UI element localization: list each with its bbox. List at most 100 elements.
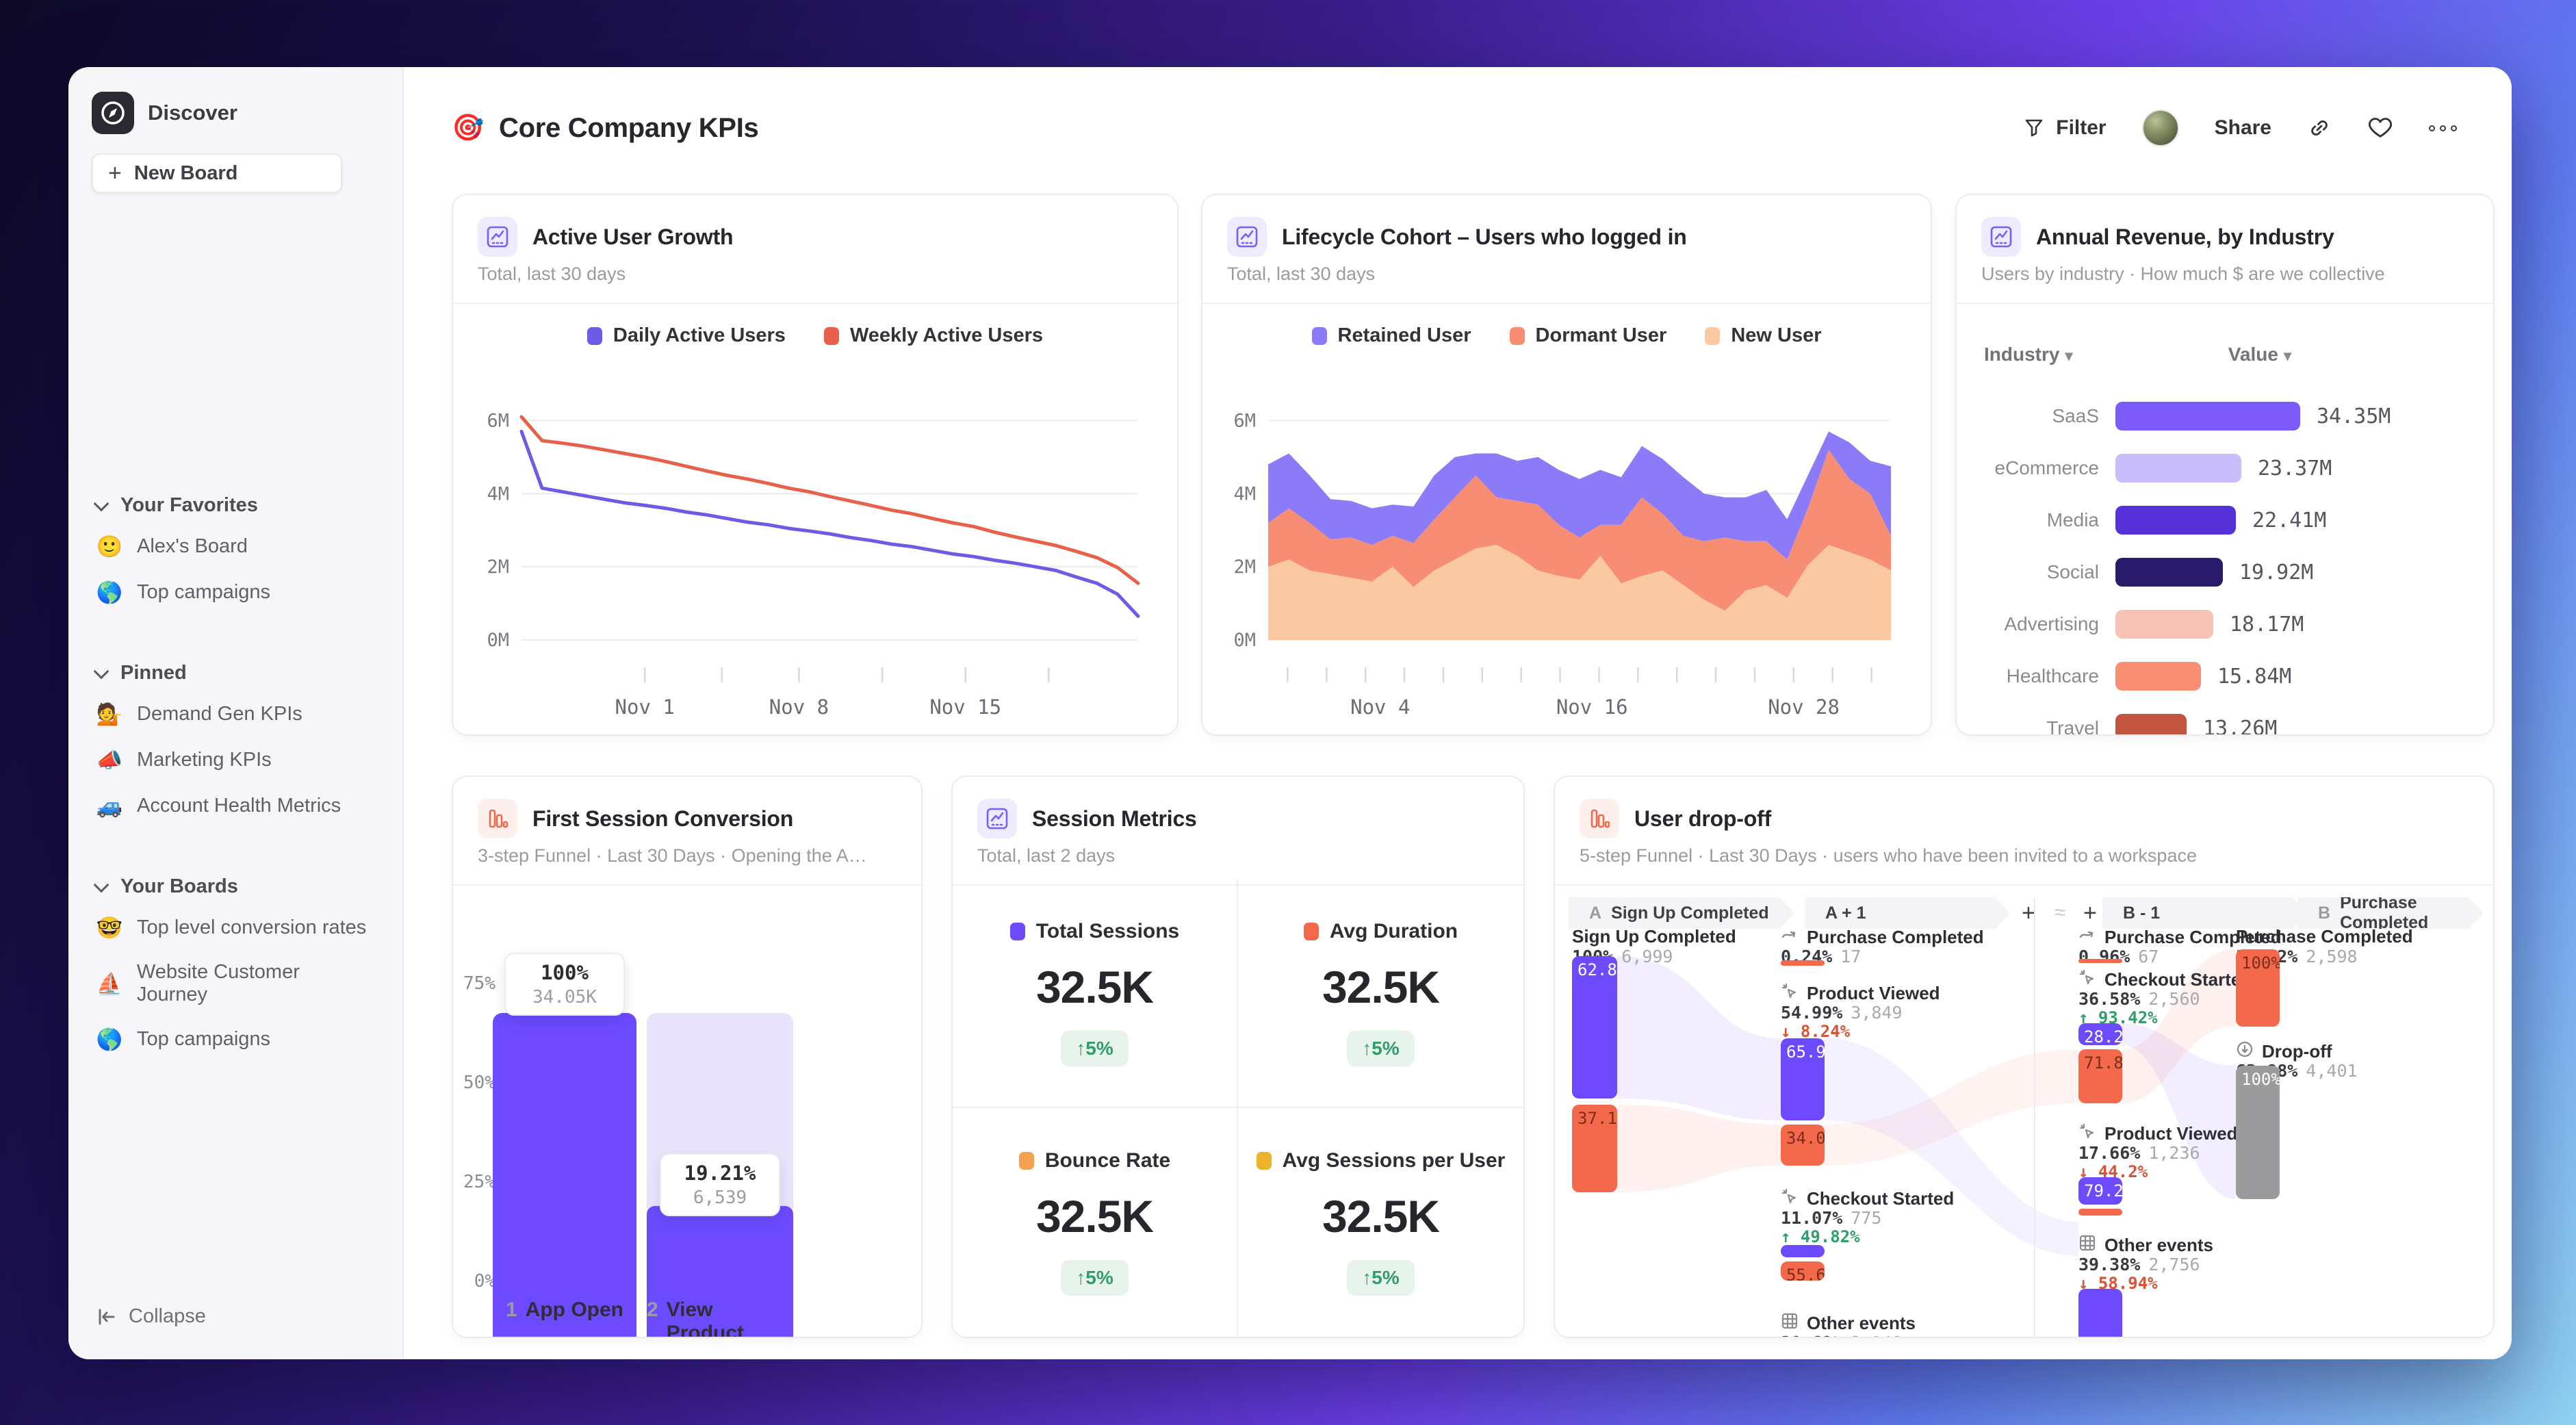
collapse-button[interactable]: Collapse xyxy=(92,1301,379,1332)
card-first-session-conversion: First Session Conversion 3-step Funnel ·… xyxy=(452,775,923,1338)
sankey-bar[interactable]: 28.2% xyxy=(2078,1023,2122,1045)
industry-value: 18.17M xyxy=(2230,612,2304,637)
chevron-down-icon xyxy=(93,496,110,511)
kpi-bounce-rate[interactable]: Bounce Rate 32.5K ↑5% xyxy=(953,1108,1238,1337)
filter-funnel-icon xyxy=(2025,119,2043,137)
legend-item[interactable]: Weekly Active Users xyxy=(823,324,1043,347)
active-user-growth-chart[interactable]: 0M 2M 4M 6M Nov 1 Nov 8 Nov 15 xyxy=(478,394,1155,715)
grid-icon xyxy=(1781,1312,1799,1335)
industry-row-advertising[interactable]: Advertising 18.17M xyxy=(1984,598,2466,650)
section-header-pinned[interactable]: Pinned xyxy=(92,655,379,691)
avatar[interactable] xyxy=(2141,110,2179,146)
chevron-down-icon xyxy=(93,663,110,679)
board-emoji-icon: 🙂 xyxy=(96,535,123,559)
svg-text:4M: 4M xyxy=(487,483,509,504)
sidebar-item-marketing-kpis[interactable]: 📣 Marketing KPIs xyxy=(96,748,272,772)
industry-row-travel[interactable]: Travel 13.26M xyxy=(1984,702,2466,734)
kpi-value: 32.5K xyxy=(1035,962,1154,1012)
value-column-dropdown[interactable]: Value ▾ xyxy=(2228,344,2291,365)
industry-row-social[interactable]: Social 19.92M xyxy=(1984,546,2466,598)
legend-swatch xyxy=(1705,326,1721,345)
sankey-bar[interactable] xyxy=(2078,1209,2122,1216)
sankey-bar[interactable]: 65.94% xyxy=(1781,1038,1825,1120)
svg-text:6M: 6M xyxy=(487,410,509,431)
sankey-bar[interactable] xyxy=(2078,1289,2122,1337)
sidebar-item-top-campaigns[interactable]: 🌎 Top campaigns xyxy=(96,580,271,604)
add-step-button[interactable]: + xyxy=(2083,899,2097,926)
sidebar-item-alex-s-board[interactable]: 🙂 Alex's Board xyxy=(96,535,248,559)
share-button[interactable]: Share xyxy=(2215,116,2271,140)
sankey-node-label: Product Viewed xyxy=(1781,982,1940,1005)
legend-swatch xyxy=(587,326,602,345)
card-title: Session Metrics xyxy=(1032,806,1197,831)
funnel-step-pill[interactable]: A + 1 xyxy=(1805,897,2010,929)
dropoff-sankey-chart[interactable]: Sign Up Completed100%6,99962.88%37.12%Pu… xyxy=(1555,777,2493,1337)
funnel-bar-view-product[interactable] xyxy=(647,1206,793,1337)
add-step-button[interactable]: + xyxy=(2022,899,2035,926)
sankey-bar[interactable]: 79.29% xyxy=(2078,1177,2122,1205)
chevron-down-icon: ▾ xyxy=(2283,347,2291,364)
new-board-label: New Board xyxy=(133,162,238,184)
filter-button[interactable]: Filter xyxy=(2023,116,2107,140)
sankey-bar[interactable]: 100% xyxy=(2236,949,2280,1027)
sidebar-item-top-campaigns[interactable]: 🌎 Top campaigns xyxy=(96,1027,271,1051)
card-annual-revenue: Annual Revenue, by Industry Users by ind… xyxy=(1955,194,2495,736)
legend-item[interactable]: New User xyxy=(1705,324,1821,347)
kpi-avg-duration[interactable]: Avg Duration 32.5K ↑5% xyxy=(1238,880,1523,1108)
sidebar-item-top-level-conversion-rates[interactable]: 🤓 Top level conversion rates xyxy=(96,916,367,940)
svg-text:2M: 2M xyxy=(1233,556,1256,578)
sankey-node-stats: 11.07% 775 xyxy=(1781,1208,1882,1228)
section-header-your-boards[interactable]: Your Boards xyxy=(92,869,379,905)
section-header-your-favorites[interactable]: Your Favorites xyxy=(92,487,379,524)
new-board-button[interactable]: + New Board xyxy=(92,153,342,193)
sidebar-nav: Your Favorites 🙂 Alex's Board 🌎 Top campaign… xyxy=(92,487,379,1102)
funnel-bar-app-open[interactable] xyxy=(493,1013,636,1337)
sidebar-item-demand-gen-kpis[interactable]: 💁 Demand Gen KPIs xyxy=(96,702,302,726)
industry-value: 19.92M xyxy=(2239,560,2314,585)
industry-row-healthcare[interactable]: Healthcare 15.84M xyxy=(1984,650,2466,702)
funnel-value-chip: 19.21% 6,539 xyxy=(660,1153,780,1216)
copy-link-button[interactable] xyxy=(2307,116,2332,140)
sankey-bar[interactable] xyxy=(2078,959,2122,963)
heart-icon xyxy=(2368,118,2393,138)
kpi-grid: Total Sessions 32.5K ↑5% Avg Duration 32.5K ↑… xyxy=(953,880,1523,1337)
kpi-total-sessions[interactable]: Total Sessions 32.5K ↑5% xyxy=(953,880,1238,1108)
sankey-bar[interactable]: 71.8% xyxy=(2078,1049,2122,1103)
svg-text:6M: 6M xyxy=(1233,410,1256,431)
industry-column-dropdown[interactable]: Industry ▾ xyxy=(1984,344,2073,365)
sidebar-item-website-customer-journey[interactable]: ⛵ Website Customer Journey xyxy=(96,961,300,1005)
sidebar-item-account-health-metrics[interactable]: 🚙 Account Health Metrics xyxy=(96,794,342,818)
industry-row-ecommerce[interactable]: eCommerce 23.37M xyxy=(1984,442,2466,494)
sankey-bar[interactable]: 34.06% xyxy=(1781,1125,1825,1166)
sankey-bar[interactable]: 100% xyxy=(2236,1066,2280,1199)
funnel-step-pill[interactable]: A Sign Up Completed xyxy=(1569,897,1794,929)
industry-row-saas[interactable]: SaaS 34.35M xyxy=(1984,390,2466,442)
board-emoji-icon: 🤓 xyxy=(96,916,123,940)
sankey-bar[interactable]: 62.88% xyxy=(1572,956,1617,1099)
funnel-y-tick: 50% xyxy=(463,1073,495,1093)
funnel-y-tick: 75% xyxy=(463,973,495,994)
kpi-avg-sessions-per-user[interactable]: Avg Sessions per User 32.5K ↑5% xyxy=(1238,1108,1523,1337)
kpi-swatch xyxy=(1256,1152,1272,1170)
sankey-node-label: Checkout Started xyxy=(2078,968,2252,991)
industry-value: 23.37M xyxy=(2258,456,2332,480)
legend-item[interactable]: Dormant User xyxy=(1509,324,1666,347)
kpi-swatch xyxy=(1303,923,1319,940)
legend-item[interactable]: Retained User xyxy=(1311,324,1471,347)
plus-icon: + xyxy=(108,160,122,186)
sankey-bar[interactable]: 37.12% xyxy=(1572,1105,1617,1192)
more-options-button[interactable] xyxy=(2429,125,2457,131)
funnel-value-chip: 100% 34.05K xyxy=(504,953,625,1016)
funnel-step-pill[interactable]: B Purchase Completed xyxy=(2297,897,2484,929)
legend-item[interactable]: Daily Active Users xyxy=(587,324,786,347)
sankey-bar[interactable] xyxy=(1781,960,1825,966)
industry-row-media[interactable]: Media 22.41M xyxy=(1984,494,2466,546)
favorite-button[interactable] xyxy=(2367,115,2393,141)
sankey-bar[interactable] xyxy=(1781,1245,1825,1257)
lifecycle-cohort-chart[interactable]: 0M 2M 4M 6M Nov 4 Nov 16 Nov 28 xyxy=(1227,394,1909,715)
sankey-node-label: Sign Up Completed xyxy=(1572,926,1736,947)
kpi-delta-badge: ↑5% xyxy=(1347,1260,1415,1296)
legend: Retained User Dormant User New User xyxy=(1202,324,1931,347)
sankey-bar[interactable]: 55.61% xyxy=(1781,1261,1825,1281)
funnel-step-pill[interactable]: B - 1 xyxy=(2102,897,2308,929)
